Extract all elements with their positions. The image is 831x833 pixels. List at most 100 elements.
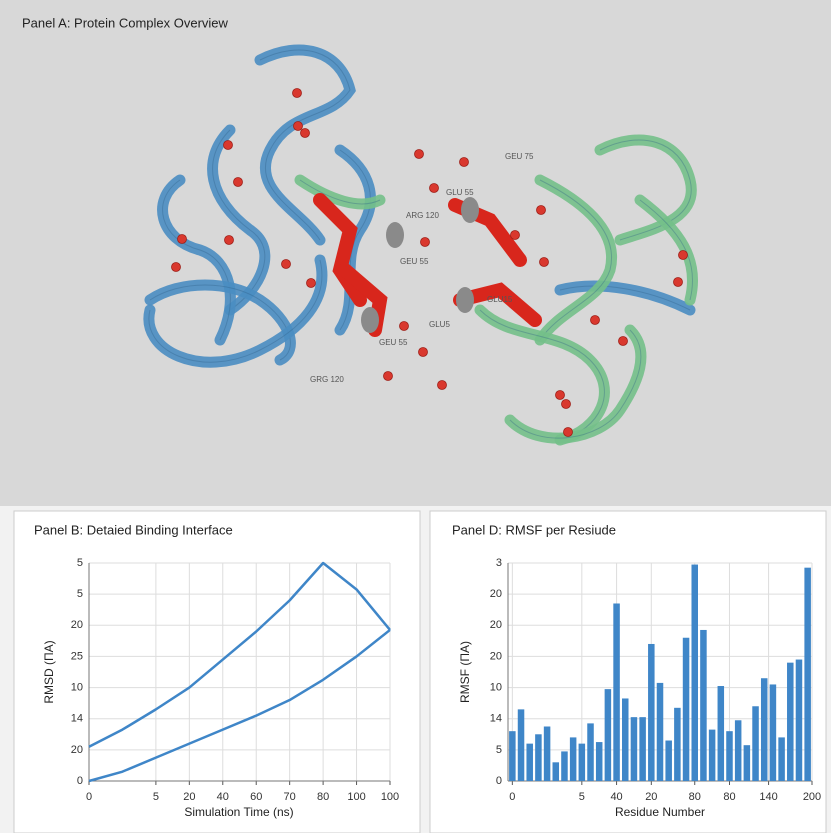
x-tick-label: 70 (284, 791, 296, 803)
bar (596, 742, 603, 781)
y-tick-label: 14 (71, 713, 83, 725)
bar (613, 603, 620, 781)
y-axis-title: RMSF (ΠA) (458, 641, 472, 703)
residue-label: GLU15 (487, 295, 513, 304)
y-tick-label: 20 (71, 744, 83, 756)
y-axis-title: RMSD (ΠA) (42, 640, 56, 703)
bar (526, 744, 533, 781)
water-sphere (282, 260, 291, 269)
screen: Panel A: Protein Complex Overview GEU 75… (0, 0, 831, 833)
bar (778, 737, 785, 781)
bar (587, 723, 594, 781)
bar (770, 684, 777, 781)
bar (639, 717, 646, 781)
water-sphere (591, 316, 600, 325)
chart-title: Panel B: Detaied Binding Interface (34, 522, 233, 537)
panel-a-background (0, 0, 831, 506)
residue-label: GLU5 (429, 320, 450, 329)
water-sphere (674, 278, 683, 287)
residue-label: GEU 75 (505, 152, 534, 161)
bar (605, 689, 612, 781)
water-sphere (301, 129, 310, 138)
water-sphere (421, 238, 430, 247)
residue-label: ARG 120 (406, 211, 439, 220)
y-tick-label: 5 (77, 588, 83, 600)
residue-cap (386, 222, 404, 248)
water-sphere (293, 89, 302, 98)
water-sphere (234, 178, 243, 187)
y-tick-label: 20 (71, 619, 83, 631)
panel-d-frame (430, 511, 826, 833)
bar (804, 568, 811, 781)
x-tick-label: 80 (317, 791, 329, 803)
bar (665, 741, 672, 781)
y-tick-label: 5 (496, 744, 502, 756)
x-tick-label: 20 (645, 791, 657, 803)
bar (700, 630, 707, 781)
y-tick-label: 5 (77, 557, 83, 569)
bar (718, 686, 725, 781)
residue-cap (461, 197, 479, 223)
bar (518, 709, 525, 781)
residue-cap (456, 287, 474, 313)
x-tick-label: 200 (803, 791, 821, 803)
y-tick-label: 10 (490, 681, 502, 693)
bar (674, 708, 681, 781)
residue-label: GRG 120 (310, 375, 344, 384)
x-tick-label: 80 (689, 791, 701, 803)
bar (509, 731, 516, 781)
x-axis-title: Residue Number (615, 805, 705, 819)
x-tick-label: 100 (381, 791, 399, 803)
x-tick-label: 40 (217, 791, 229, 803)
y-tick-label: 3 (496, 557, 502, 569)
x-tick-label: 140 (759, 791, 777, 803)
bar (796, 660, 803, 781)
water-sphere (419, 348, 428, 357)
water-sphere (172, 263, 181, 272)
water-sphere (224, 141, 233, 150)
residue-label: GEU 55 (379, 338, 408, 347)
water-sphere (225, 236, 234, 245)
x-axis-title: Simulation Time (ns) (184, 805, 293, 819)
y-tick-label: 0 (77, 775, 83, 787)
bar (561, 751, 568, 781)
bar (735, 720, 742, 781)
water-sphere (178, 235, 187, 244)
water-sphere (400, 322, 409, 331)
bar (579, 744, 586, 781)
water-sphere (556, 391, 565, 400)
bar (631, 717, 638, 781)
y-tick-label: 25 (71, 650, 83, 662)
bar (535, 734, 542, 781)
x-tick-label: 20 (183, 791, 195, 803)
bar (622, 698, 629, 781)
y-tick-label: 14 (490, 713, 502, 725)
y-tick-label: 10 (71, 681, 83, 693)
bar (648, 644, 655, 781)
bar (761, 678, 768, 781)
bar (744, 745, 751, 781)
bar (709, 730, 716, 781)
water-sphere (438, 381, 447, 390)
bar (683, 638, 690, 781)
water-sphere (540, 258, 549, 267)
x-tick-label: 80 (723, 791, 735, 803)
y-tick-label: 0 (496, 775, 502, 787)
x-tick-label: 0 (509, 791, 515, 803)
y-tick-label: 20 (490, 650, 502, 662)
x-tick-label: 100 (347, 791, 365, 803)
bar (691, 565, 698, 781)
water-sphere (384, 372, 393, 381)
residue-label: GLU 55 (446, 188, 474, 197)
x-tick-label: 5 (153, 791, 159, 803)
water-sphere (430, 184, 439, 193)
bar (752, 706, 759, 781)
water-sphere (564, 428, 573, 437)
x-tick-label: 40 (610, 791, 622, 803)
bar (570, 737, 577, 781)
water-sphere (619, 337, 628, 346)
water-sphere (679, 251, 688, 260)
residue-label: GEU 55 (400, 257, 429, 266)
x-tick-label: 60 (250, 791, 262, 803)
residue-cap (361, 307, 379, 333)
